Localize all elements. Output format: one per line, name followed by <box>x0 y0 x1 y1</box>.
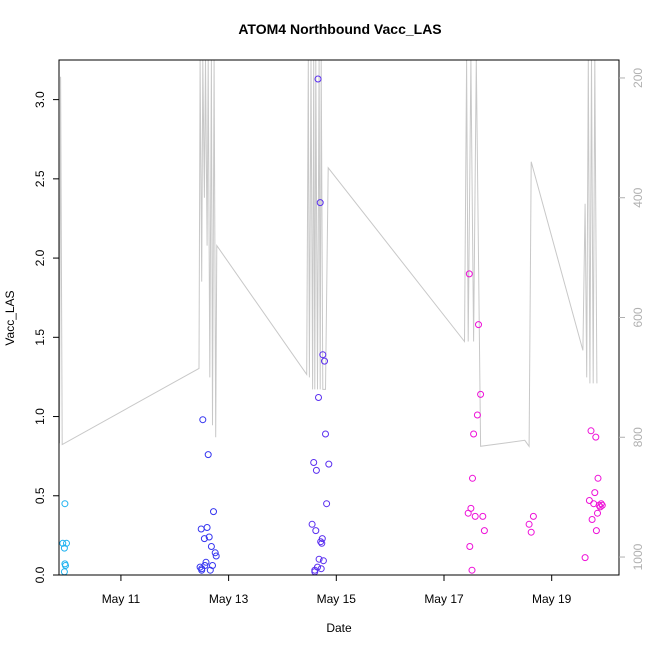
data-point <box>529 512 537 520</box>
data-point <box>61 560 69 568</box>
y2-tick-label: 600 <box>631 307 645 327</box>
plot-frame <box>58 59 620 576</box>
data-point <box>201 562 209 569</box>
data-point <box>585 497 593 504</box>
data-point <box>199 416 207 424</box>
y-axis-left: 0.0 0.5 1.0 1.5 2.0 2.5 3.0 <box>33 91 59 583</box>
data-point <box>592 433 600 441</box>
x-axis-label: Date <box>326 621 352 635</box>
data-point <box>588 516 596 523</box>
data-point <box>595 501 603 509</box>
data-point <box>314 75 322 83</box>
data-point <box>468 566 476 574</box>
data-point <box>319 351 327 359</box>
y2-tick-label: 400 <box>631 187 645 207</box>
y-tick-label: 1.5 <box>33 329 47 346</box>
y-tick-label: 2.5 <box>33 170 47 187</box>
data-point <box>61 500 69 508</box>
data-point <box>211 549 219 557</box>
data-point <box>310 459 318 466</box>
data-point <box>467 504 475 512</box>
plot-area <box>59 60 606 575</box>
y-tick-label: 0.5 <box>33 487 47 504</box>
y-tick-label: 3.0 <box>33 91 47 108</box>
data-point <box>471 512 479 520</box>
data-point <box>480 527 488 535</box>
y-axis-right: 200 400 600 800 1000 <box>619 68 645 570</box>
data-point <box>596 503 604 511</box>
data-point <box>209 562 216 569</box>
data-point <box>317 565 325 573</box>
data-point <box>198 566 206 574</box>
data-point <box>322 430 329 438</box>
data-point <box>308 520 316 528</box>
y-axis-label: Vacc_LAS <box>3 290 17 345</box>
data-point <box>312 527 320 535</box>
data-point <box>59 539 67 547</box>
x-axis: May 11 May 13 May 15 May 17 May 19 <box>102 575 572 606</box>
data-point <box>325 460 333 468</box>
data-point <box>465 270 473 278</box>
data-point <box>587 427 595 435</box>
data-point <box>469 474 476 482</box>
x-tick-label: May 11 <box>102 592 141 606</box>
data-point <box>60 568 68 575</box>
y-tick-label: 1.0 <box>33 408 47 425</box>
data-point <box>63 539 70 547</box>
data-point <box>594 509 601 517</box>
data-point <box>318 539 326 547</box>
data-point <box>207 543 215 550</box>
data-point <box>319 557 327 565</box>
data-point <box>475 321 482 329</box>
x-tick-label: May 13 <box>209 592 249 606</box>
data-point <box>210 508 217 516</box>
x-tick-label: May 19 <box>532 592 572 606</box>
data-point <box>477 390 485 398</box>
data-point <box>594 474 602 482</box>
data-point <box>597 500 605 508</box>
data-point <box>212 552 220 560</box>
data-point <box>321 357 328 365</box>
data-point <box>197 525 205 533</box>
data-point <box>470 430 478 438</box>
y2-tick-label: 1000 <box>631 543 645 570</box>
data-point <box>466 543 474 550</box>
x-tick-label: May 15 <box>317 592 357 606</box>
x-tick-label: May 17 <box>424 592 464 606</box>
data-point <box>318 535 326 543</box>
data-point <box>598 501 606 509</box>
data-point <box>525 520 533 528</box>
series-line <box>59 60 598 448</box>
y-tick-label: 2.0 <box>33 249 47 266</box>
y2-tick-label: 200 <box>631 68 645 88</box>
data-point <box>315 555 323 563</box>
data-point <box>200 535 208 543</box>
data-point <box>527 528 535 536</box>
data-point <box>323 500 331 508</box>
y2-tick-label: 800 <box>631 427 645 447</box>
data-point <box>473 411 481 419</box>
data-point <box>479 512 487 520</box>
data-point <box>312 466 320 474</box>
data-point <box>315 394 322 401</box>
data-point <box>581 554 589 562</box>
y-tick-label: 0.0 <box>33 566 47 583</box>
data-point <box>205 533 213 541</box>
data-point <box>204 451 212 459</box>
data-point <box>591 489 599 497</box>
data-point <box>203 524 211 531</box>
data-point <box>592 527 600 535</box>
data-point <box>202 558 210 566</box>
chart-title: ATOM4 Northbound Vacc_LAS <box>238 21 441 37</box>
data-point <box>316 199 324 207</box>
